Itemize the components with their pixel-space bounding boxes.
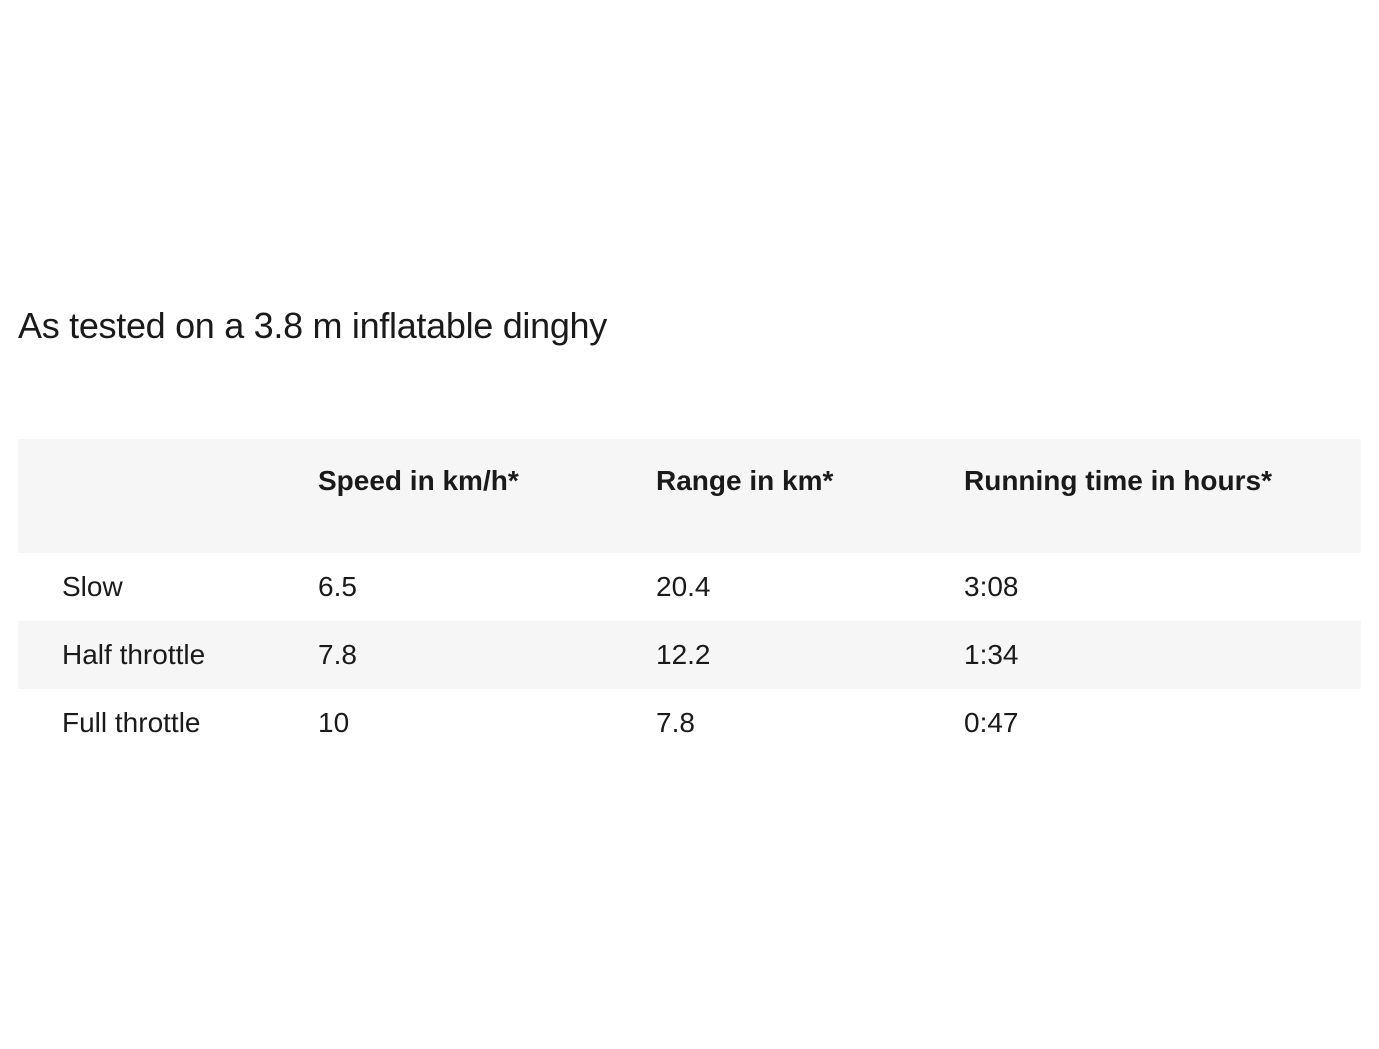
- cell-range: 7.8: [656, 689, 964, 757]
- table-row: Half throttle 7.8 12.2 1:34: [18, 621, 1361, 689]
- header-row: Speed in km/h* Range in km* Running time…: [18, 439, 1361, 553]
- content-wrapper: As tested on a 3.8 m inflatable dinghy S…: [0, 0, 1379, 757]
- header-time: Running time in hours*: [964, 439, 1361, 553]
- data-table: Speed in km/h* Range in km* Running time…: [18, 439, 1361, 757]
- cell-speed: 6.5: [318, 553, 656, 621]
- performance-table: Speed in km/h* Range in km* Running time…: [18, 439, 1361, 757]
- table-caption: As tested on a 3.8 m inflatable dinghy: [18, 305, 1361, 347]
- cell-time: 3:08: [964, 553, 1361, 621]
- row-label: Half throttle: [18, 621, 318, 689]
- cell-range: 12.2: [656, 621, 964, 689]
- cell-speed: 7.8: [318, 621, 656, 689]
- cell-time: 1:34: [964, 621, 1361, 689]
- table-row: Full throttle 10 7.8 0:47: [18, 689, 1361, 757]
- header-blank: [18, 439, 318, 553]
- cell-time: 0:47: [964, 689, 1361, 757]
- cell-range: 20.4: [656, 553, 964, 621]
- table-row: Slow 6.5 20.4 3:08: [18, 553, 1361, 621]
- header-speed: Speed in km/h*: [318, 439, 656, 553]
- header-range: Range in km*: [656, 439, 964, 553]
- row-label: Full throttle: [18, 689, 318, 757]
- row-label: Slow: [18, 553, 318, 621]
- cell-speed: 10: [318, 689, 656, 757]
- table-header: Speed in km/h* Range in km* Running time…: [18, 439, 1361, 553]
- table-body: Slow 6.5 20.4 3:08 Half throttle 7.8 12.…: [18, 553, 1361, 757]
